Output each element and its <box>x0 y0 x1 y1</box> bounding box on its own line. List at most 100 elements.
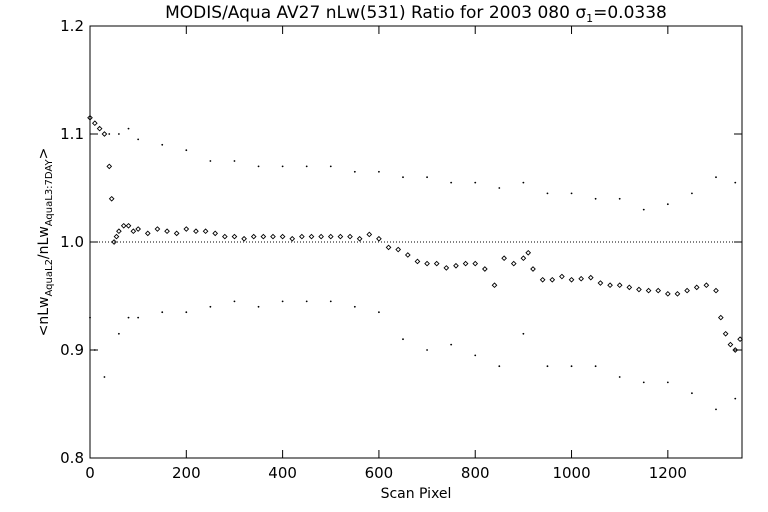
upper-bound-point <box>257 165 260 168</box>
ratio-point <box>385 244 392 251</box>
ratio-point <box>318 233 324 240</box>
x-tick-label: 1000 <box>552 464 590 482</box>
ratio-point <box>414 258 421 265</box>
ratio-point <box>568 276 575 283</box>
ratio-point <box>91 120 98 127</box>
y-axis-title-open: <nLw <box>36 296 52 336</box>
ratio-point <box>356 235 363 242</box>
ratio-point <box>144 230 151 237</box>
ratio-point <box>462 260 469 267</box>
ratio-point <box>703 282 710 289</box>
ratio-point <box>154 226 161 232</box>
upper-bound-point <box>594 197 597 200</box>
ratio-point <box>111 239 117 245</box>
lower-bound-point <box>103 376 106 378</box>
ratio-point <box>645 287 652 294</box>
ratio-point <box>299 233 305 240</box>
lower-bound-point <box>161 311 164 314</box>
x-tick-label: 1200 <box>649 464 687 482</box>
upper-bound-point <box>117 133 120 135</box>
ratio-point <box>443 265 450 271</box>
y-axis-title-den-sub: AquaL3:7DAY <box>44 158 55 226</box>
upper-bound-point <box>734 181 737 184</box>
lower-bound-point <box>257 305 260 308</box>
upper-bound-point <box>329 165 332 168</box>
ratio-point <box>113 233 120 240</box>
ratio-point <box>327 233 334 240</box>
lower-bound-point <box>642 381 645 384</box>
ratio-point <box>549 276 556 283</box>
ratio-point <box>727 341 734 348</box>
upper-bound-point <box>185 149 188 152</box>
ratio-point <box>578 275 585 282</box>
ratio-point <box>665 291 671 297</box>
ratio-point <box>510 260 517 267</box>
lower-bound-point <box>305 300 308 303</box>
lower-bound-point <box>546 365 549 368</box>
chart-title-main: MODIS/Aqua AV27 nLw(531) Ratio for 2003 … <box>165 3 575 23</box>
lower-bound-point <box>618 376 621 378</box>
ratio-point <box>501 255 507 262</box>
lower-bound-point <box>93 349 96 351</box>
lower-bound-point <box>402 338 404 341</box>
lower-bound-point <box>329 300 332 303</box>
ratio-point <box>101 131 108 137</box>
ratio-series <box>87 114 743 353</box>
ratio-point <box>212 230 219 237</box>
upper-bound-point <box>426 176 428 179</box>
ratio-point <box>424 260 430 267</box>
ratio-point <box>674 291 681 297</box>
ratio-point <box>607 282 613 289</box>
ratio-point <box>202 228 209 235</box>
y-ticks: 0.8 0.9 1.0 1.1 1.2 <box>60 17 742 467</box>
lower-bound-point <box>137 316 140 319</box>
ratio-point <box>525 249 532 256</box>
ratio-point <box>366 231 373 238</box>
lower-bound-point <box>734 397 737 400</box>
upper-bound-series <box>108 127 737 211</box>
lower-bound-point <box>522 332 525 335</box>
y-tick-label: 1.2 <box>60 17 84 35</box>
ratio-point <box>482 266 488 272</box>
lower-bound-point <box>127 316 130 319</box>
y-tick-label: 0.8 <box>60 449 84 467</box>
upper-bound-point <box>546 192 549 195</box>
y-axis-title: <nLwAquaL2/nLwAquaL3:7DAY> <box>36 148 55 337</box>
ratio-point <box>539 276 546 283</box>
ratio-point <box>231 233 238 240</box>
lower-bound-point <box>474 354 477 357</box>
ratio-point <box>164 228 170 235</box>
ratio-point <box>120 222 127 229</box>
ratio-point <box>717 314 724 321</box>
ratio-point <box>472 260 479 267</box>
ratio-point <box>636 286 642 293</box>
ratio-point <box>279 233 286 240</box>
upper-bound-point <box>353 170 356 173</box>
y-tick-label: 1.1 <box>60 125 84 143</box>
upper-bound-point <box>498 187 501 189</box>
upper-bound-point <box>233 160 236 162</box>
ratio-point <box>173 230 180 237</box>
ratio-point <box>626 284 633 291</box>
ratio-point <box>241 235 247 242</box>
upper-bound-point <box>305 165 308 168</box>
upper-bound-point <box>378 170 380 173</box>
y-axis-title-num-sub: AquaL2 <box>44 259 55 296</box>
ratio-point <box>587 274 594 281</box>
lower-bound-point <box>117 332 120 335</box>
ratio-point <box>732 347 739 353</box>
ratio-point <box>693 284 700 291</box>
lower-bound-point <box>666 381 669 384</box>
lower-bound-point <box>498 365 501 368</box>
x-tick-label: 600 <box>365 464 394 482</box>
lower-bound-point <box>691 392 693 395</box>
ratio-point <box>337 233 344 240</box>
ratio-point <box>250 233 257 240</box>
lower-bound-series <box>89 300 737 411</box>
ratio-point <box>125 222 132 229</box>
chart-title-sigma-value: =0.0338 <box>593 3 667 23</box>
x-axis-title: Scan Pixel <box>381 486 452 502</box>
x-tick-label: 0 <box>85 464 95 482</box>
x-tick-label: 800 <box>461 464 490 482</box>
